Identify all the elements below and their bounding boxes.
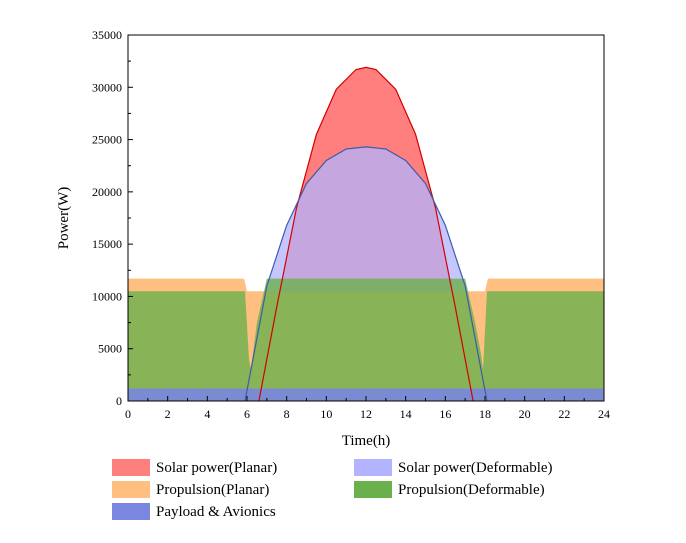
legend-label: Propulsion(Deformable) (398, 482, 545, 498)
legend-label: Propulsion(Planar) (156, 482, 269, 498)
x-tick-label: 6 (244, 407, 250, 421)
x-tick-label: 16 (439, 407, 451, 421)
x-tick-label: 0 (125, 407, 131, 421)
y-tick-label: 5000 (98, 342, 122, 356)
line-solar-power-planar (258, 66, 474, 402)
legend-label: Payload & Avionics (156, 504, 276, 520)
areas-layer (128, 67, 604, 401)
x-tick-label: 18 (479, 407, 491, 421)
area-propulsion-deformable (128, 278, 604, 401)
ticks-layer: 0 2 4 6 8 10 12 14 16 18 20 22 240500010000150002000… (92, 28, 610, 421)
legend-item-solar-power-deformable: Solar power(Deformable) (354, 459, 553, 476)
y-axis-title: Power(W) (56, 187, 72, 249)
x-tick-label: 24 (598, 407, 610, 421)
line-solar-power-deformable (244, 146, 488, 402)
y-tick-label: 0 (116, 394, 122, 408)
legend-swatch (112, 481, 150, 498)
legend-swatch (112, 503, 150, 520)
y-tick-label: 20000 (92, 185, 122, 199)
legend-item-propulsion-planar: Propulsion(Planar) (112, 481, 269, 498)
x-tick-label: 22 (558, 407, 570, 421)
y-tick-label: 15000 (92, 237, 122, 251)
legend-swatch (112, 459, 150, 476)
y-tick-label: 35000 (92, 28, 122, 42)
y-tick-label: 30000 (92, 80, 122, 94)
x-tick-label: 10 (320, 407, 332, 421)
x-axis-title: Time(h) (342, 433, 391, 449)
x-tick-label: 14 (400, 407, 412, 421)
x-tick-label: 2 (165, 407, 171, 421)
legend-swatch (354, 481, 392, 498)
legend-item-propulsion-deformable: Propulsion(Deformable) (354, 481, 545, 498)
x-tick-label: 12 (360, 407, 372, 421)
legend-item-payload-avionics: Payload & Avionics (112, 503, 276, 520)
y-tick-label: 10000 (92, 289, 122, 303)
x-tick-label: 20 (519, 407, 531, 421)
legend-label: Solar power(Planar) (156, 460, 277, 476)
legend-swatch (354, 459, 392, 476)
legend-item-solar-power-planar: Solar power(Planar) (112, 459, 277, 476)
legend: Solar power(Planar) Solar power(Deformabl… (112, 459, 553, 520)
legend-label: Solar power(Deformable) (398, 460, 553, 476)
x-tick-label: 4 (204, 407, 210, 421)
lines-layer (244, 66, 488, 402)
y-tick-label: 25000 (92, 133, 122, 147)
x-tick-label: 8 (284, 407, 290, 421)
